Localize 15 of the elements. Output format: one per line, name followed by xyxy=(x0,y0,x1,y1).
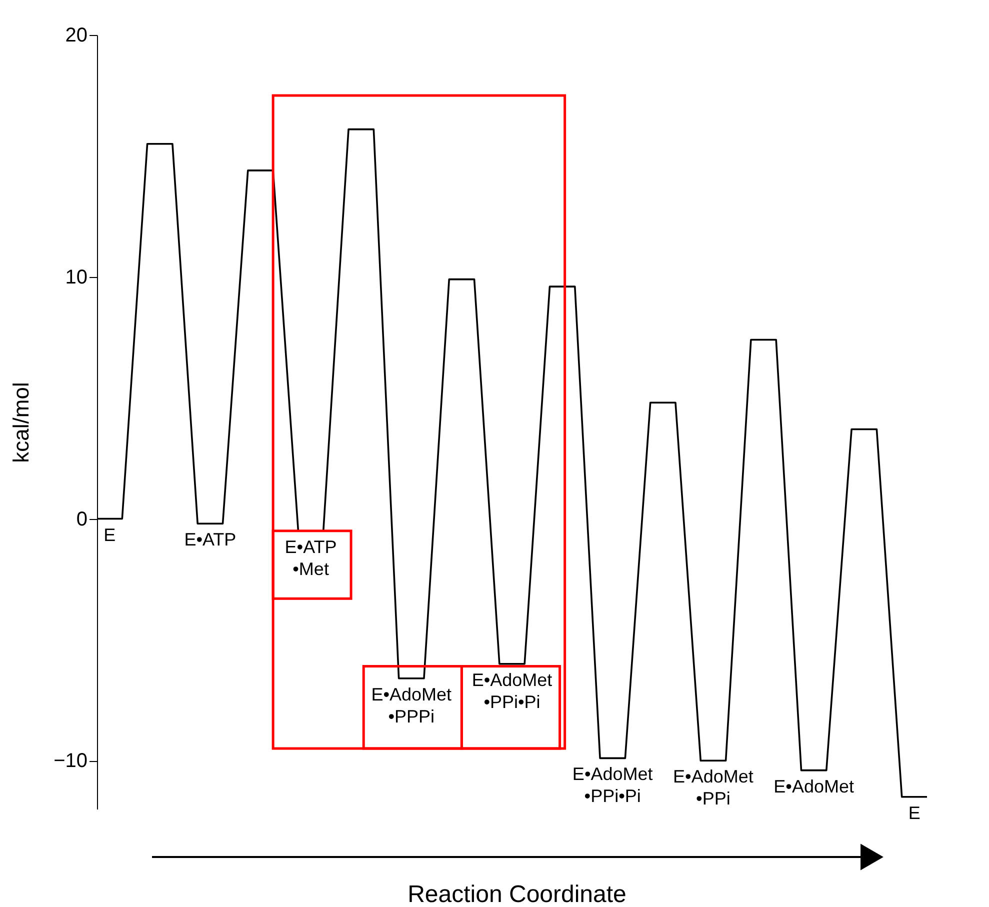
y-tick-label: 0 xyxy=(76,508,88,530)
annotation: E•ATP xyxy=(184,530,236,550)
annotation: E•AdoMet •PPi xyxy=(673,766,754,809)
y-axis-title: kcal/mol xyxy=(8,382,34,463)
annotation: E•AdoMet •PPi•Pi xyxy=(572,764,653,806)
annotation: E xyxy=(908,802,920,823)
annotation: E xyxy=(104,524,116,545)
annotation: E•ATP •Met xyxy=(284,536,337,579)
annotation: E•AdoMet •PPPi xyxy=(371,684,452,726)
annotation: E•AdoMet •PPi•Pi xyxy=(472,670,552,712)
annotation: E•AdoMet xyxy=(774,776,854,796)
y-tick-label: 10 xyxy=(65,266,88,288)
y-tick-label: −10 xyxy=(54,750,88,772)
y-tick-label: 20 xyxy=(65,24,88,46)
x-axis-title: Reaction Coordinate xyxy=(408,881,626,907)
